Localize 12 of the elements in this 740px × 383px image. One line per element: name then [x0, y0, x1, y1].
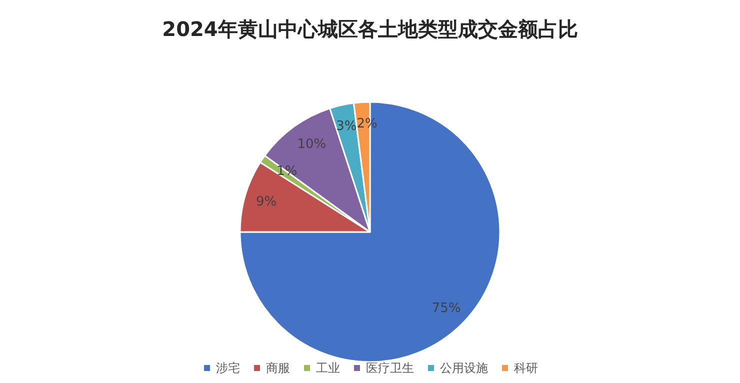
data-label: 75%	[432, 300, 461, 316]
legend-label: 科研	[514, 361, 538, 375]
data-label: 9%	[256, 194, 277, 210]
data-label: 1%	[276, 164, 298, 179]
legend-label: 涉宅	[216, 361, 240, 375]
chart-title: 2024年黄山中心城区各土地类型成交金额占比	[162, 17, 578, 41]
data-label: 3%	[336, 119, 357, 134]
legend-label: 工业	[316, 361, 340, 375]
legend-label: 医疗卫生	[366, 361, 414, 375]
data-label: 10%	[297, 137, 326, 152]
legend-label: 公用设施	[440, 361, 488, 375]
legend-label: 商服	[266, 361, 290, 375]
